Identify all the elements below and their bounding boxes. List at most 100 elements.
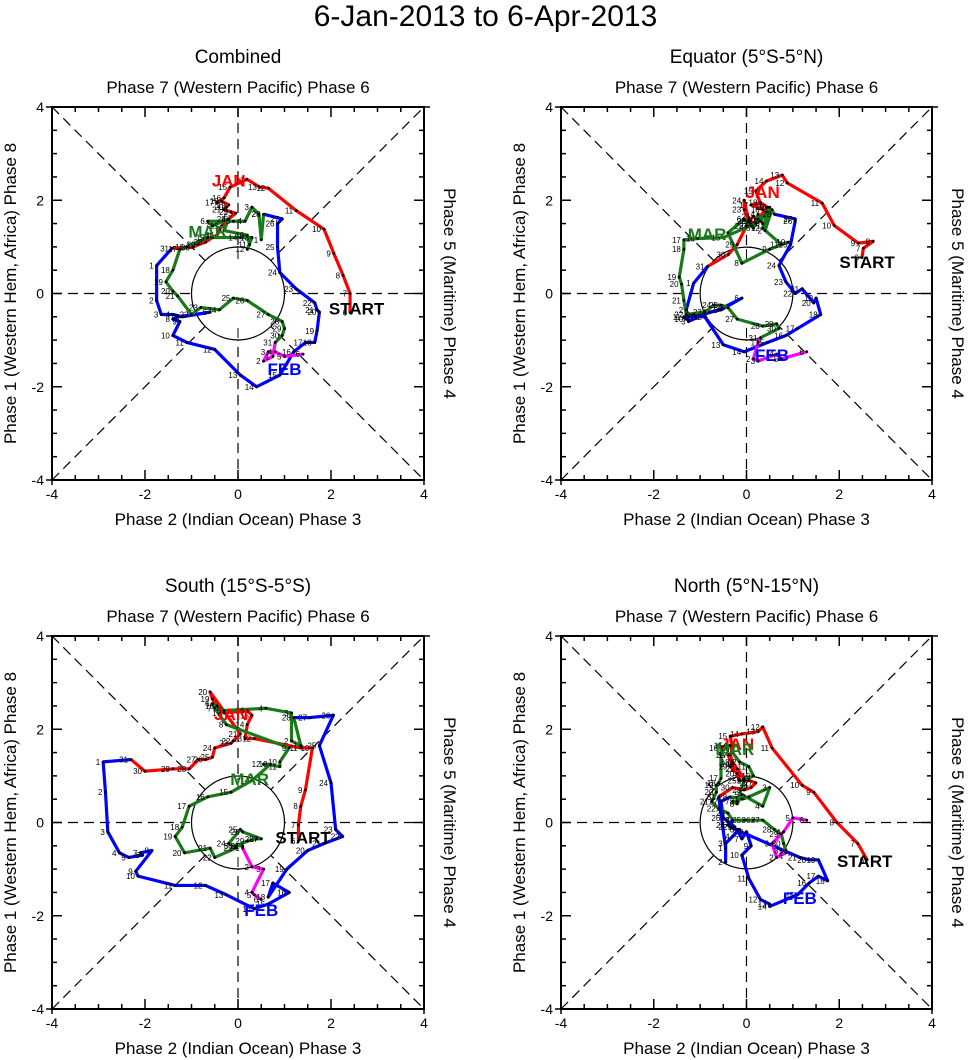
day-label: 12: [775, 179, 784, 188]
day-marker: [770, 208, 774, 211]
day-marker: [728, 744, 732, 747]
day-marker: [269, 762, 272, 766]
month-label-feb: FEB: [268, 360, 302, 379]
day-label: 26: [266, 220, 275, 229]
day-marker: [199, 306, 203, 309]
day-label: 14: [240, 777, 249, 786]
day-label: 30: [133, 767, 142, 776]
day-marker: [238, 236, 242, 239]
day-marker: [759, 336, 762, 340]
day-marker: [726, 823, 730, 827]
day-label: 7: [291, 821, 296, 830]
day-label: 9: [737, 777, 742, 786]
day-marker: [782, 842, 785, 845]
day-label: 13: [711, 341, 720, 350]
day-label: 7: [850, 839, 855, 848]
day-marker: [798, 856, 802, 859]
day-marker: [292, 716, 296, 719]
day-label: 6: [254, 895, 259, 904]
day-marker: [171, 317, 175, 321]
bottom-axis-label: Phase 2 (Indian Ocean) Phase 3: [623, 1039, 870, 1058]
day-marker: [290, 711, 293, 715]
day-marker: [206, 795, 210, 799]
day-marker: [793, 217, 797, 221]
day-label: 25: [723, 823, 732, 832]
day-label: 17: [786, 324, 795, 333]
trajectory-apr: [770, 816, 808, 860]
day-marker: [761, 208, 765, 211]
panel-3: South (15°S-5°S) Phase 7 (Western Pacific…: [1, 576, 459, 1058]
day-label: 8: [829, 819, 834, 828]
day-label: 14: [718, 742, 727, 751]
day-label: 3: [154, 310, 159, 319]
day-label: 14: [732, 348, 741, 357]
day-label: 6: [205, 700, 210, 709]
day-label: 6: [860, 856, 865, 865]
day-marker: [243, 219, 247, 223]
day-label: 11: [269, 763, 278, 772]
day-label: 16: [751, 206, 760, 215]
y-tick-label: -4: [541, 472, 554, 488]
day-marker: [229, 210, 233, 214]
day-label: 25: [221, 294, 230, 303]
day-label: 22: [707, 805, 716, 814]
day-marker: [173, 835, 177, 838]
trajectory-connector: [717, 796, 728, 849]
day-label: 20: [198, 688, 207, 697]
y-tick-label: 2: [36, 721, 44, 737]
day-label: 18: [672, 245, 681, 254]
day-label: 23: [284, 285, 293, 294]
day-label: 15: [219, 788, 228, 797]
day-marker: [229, 741, 233, 745]
day-marker: [740, 732, 744, 736]
day-marker: [775, 322, 779, 326]
day-label: 18: [816, 877, 825, 886]
day-label: 23: [224, 844, 233, 853]
day-label: 14: [730, 730, 739, 739]
day-marker: [208, 690, 212, 694]
day-marker: [250, 865, 254, 869]
day-marker: [731, 818, 734, 822]
day-marker: [805, 818, 809, 822]
day-label: 23: [774, 278, 783, 287]
y-tick-label: -2: [541, 379, 554, 395]
day-label: 29: [235, 837, 244, 846]
day-marker: [171, 334, 175, 337]
day-marker: [726, 306, 730, 309]
day-label: 7: [343, 290, 348, 299]
day-label: 20: [296, 846, 305, 855]
panel-title: Combined: [195, 47, 282, 68]
day-marker: [306, 849, 310, 852]
day-label: 30: [767, 324, 776, 333]
day-marker: [245, 709, 249, 712]
day-marker: [735, 772, 739, 775]
day-label: 18: [161, 266, 170, 275]
day-marker: [719, 746, 723, 750]
day-label: 15: [786, 891, 795, 900]
day-label: 6: [855, 254, 860, 263]
day-marker: [187, 767, 191, 771]
day-marker: [696, 237, 700, 240]
day-label: 4: [725, 832, 730, 841]
day-marker: [761, 226, 765, 230]
day-label: 14: [755, 177, 764, 186]
day-label: 31: [696, 262, 705, 271]
day-marker: [213, 348, 217, 351]
day-marker: [262, 762, 265, 766]
day-label: 21: [700, 798, 709, 807]
day-marker: [299, 744, 303, 747]
day-label: 3: [261, 348, 266, 357]
day-marker: [317, 744, 321, 747]
day-marker: [765, 205, 769, 209]
day-marker: [285, 867, 289, 871]
day-label: 10: [742, 772, 751, 781]
day-marker: [724, 860, 728, 864]
day-marker: [304, 341, 307, 344]
day-marker: [770, 746, 774, 750]
day-label: 19: [275, 865, 284, 874]
day-marker: [740, 793, 744, 796]
day-label: 17: [806, 872, 815, 881]
panel-4: North (5°N-15°N) Phase 7 (Western Pacific…: [510, 576, 967, 1058]
day-marker: [215, 704, 219, 708]
day-marker: [245, 247, 249, 251]
